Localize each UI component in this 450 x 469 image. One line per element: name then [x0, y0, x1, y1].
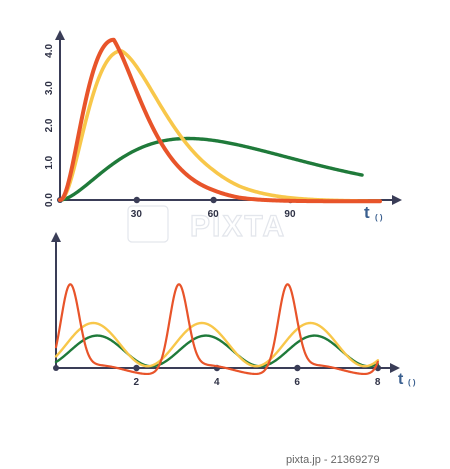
top-x-tick-dot [210, 196, 217, 204]
top-x-tick-dot [133, 196, 140, 204]
top-t-unit: ( ) [375, 213, 383, 222]
watermark: PIXTA [127, 205, 286, 244]
bottom-x-tick-dot [133, 364, 140, 372]
top-x-tick-label: 90 [284, 209, 296, 220]
bottom-origin-dot [53, 365, 59, 371]
bottom-x-tick-label: 2 [133, 377, 139, 388]
top-series-green-line [58, 136, 364, 202]
bottom-t-unit: ( ) [408, 378, 416, 387]
top-y-tick-label: 0.0 [44, 193, 55, 207]
top-y-tick-label: 3.0 [44, 81, 55, 95]
bottom-t-label: t [398, 371, 404, 388]
footer-credit: pixta.jp - 21369279 [286, 454, 380, 466]
top-series-red-line [58, 37, 382, 204]
chart-top: 30 60 90 0.0 1.0 2.0 3.0 4.0 t ( ) [44, 30, 402, 222]
bottom-x-tick-label: 4 [214, 377, 220, 388]
watermark-text: PIXTA [190, 210, 286, 243]
bottom-x-tick-label: 6 [294, 377, 300, 388]
top-t-label: t [364, 203, 370, 222]
bottom-x-tick-dot [294, 364, 301, 372]
top-series-yellow-line [58, 49, 382, 203]
top-y-tick-label: 4.0 [44, 44, 55, 58]
bottom-series-red-line [54, 283, 379, 376]
bottom-x-tick-label: 8 [375, 377, 381, 388]
top-x-tick-label: 60 [208, 209, 220, 220]
watermark-logo-box [127, 205, 169, 243]
bottom-series-green-line [54, 334, 380, 368]
top-x-tick-label: 30 [131, 209, 143, 220]
top-y-tick-label: 1.0 [44, 155, 55, 169]
top-y-tick-label: 2.0 [44, 118, 55, 132]
chart-bottom: 2 4 6 8 t ( ) [51, 232, 416, 388]
bottom-series-yellow-line [54, 321, 380, 368]
